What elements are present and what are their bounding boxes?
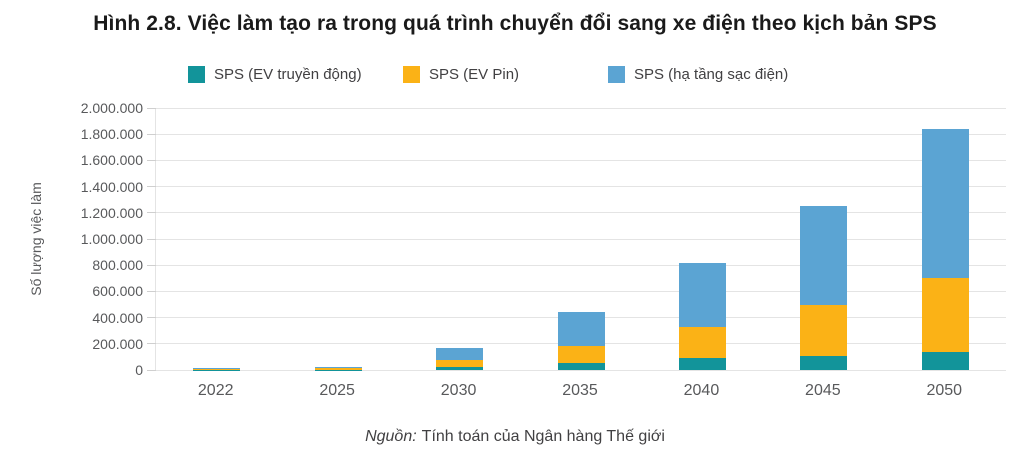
- bar-segment: [800, 206, 848, 306]
- legend-item: SPS (EV truyền động): [188, 66, 362, 83]
- y-axis-tick: [147, 186, 156, 188]
- y-axis-tick: [147, 369, 156, 371]
- bar-2025: [314, 108, 362, 370]
- bar-2030: [436, 108, 484, 370]
- chart-title: Hình 2.8. Việc làm tạo ra trong quá trìn…: [93, 12, 937, 35]
- bar-segment: [557, 312, 605, 346]
- x-axis-tick-label: 2025: [319, 382, 355, 399]
- bar-segment: [436, 347, 484, 360]
- y-axis-tick: [147, 290, 156, 292]
- x-axis-tick-label: 2045: [805, 382, 841, 399]
- y-axis-tick: [147, 107, 156, 109]
- y-axis-tick-label: 0: [135, 362, 143, 378]
- bar-segment: [557, 363, 605, 370]
- x-axis-tick-label: 2030: [440, 382, 477, 399]
- y-axis-tick-label: 1.800.000: [80, 126, 143, 143]
- legend-label: SPS (EV truyền động): [214, 66, 362, 83]
- bar-2050: [921, 108, 969, 370]
- y-axis-tick-label: 800.000: [92, 257, 143, 274]
- legend-swatch-icon: [188, 66, 205, 83]
- gridline: [156, 107, 1006, 109]
- x-axis-tick-label: 2050: [926, 382, 963, 399]
- y-axis-tick-label: 1.600.000: [80, 152, 143, 169]
- bar-segment: [921, 128, 969, 278]
- y-axis-tick-label: 600.000: [92, 283, 143, 300]
- legend-swatch-icon: [403, 66, 420, 83]
- y-axis-tick: [147, 238, 156, 240]
- y-axis-tick: [147, 264, 156, 266]
- x-axis-tick-label: 2040: [683, 382, 720, 399]
- y-axis-tick-label: 1.200.000: [80, 204, 143, 221]
- x-axis-tick-label: 2022: [197, 382, 234, 399]
- bar-2035: [557, 108, 605, 370]
- y-axis-tick: [147, 343, 156, 345]
- bar-segment: [436, 359, 484, 367]
- bar-2045: [800, 108, 848, 370]
- gridline: [156, 212, 1006, 214]
- bar-segment: [678, 327, 726, 359]
- legend-label: SPS (EV Pin): [429, 66, 520, 83]
- y-axis-tick: [147, 212, 156, 214]
- bar-segment: [436, 366, 484, 370]
- y-axis-tick-label: 200.000: [92, 335, 143, 352]
- source-prefix: Nguồn:: [365, 428, 417, 445]
- bar-segment: [314, 366, 362, 369]
- source-text: Tính toán của Ngân hàng Thế giới: [421, 428, 665, 445]
- y-axis-tick: [147, 317, 156, 319]
- source-line: Nguồn: Tính toán của Ngân hàng Thế giới: [0, 428, 1030, 446]
- plot-area: [147, 107, 1006, 371]
- bar-segment: [921, 352, 969, 370]
- y-axis-tick-label: 2.000.000: [80, 100, 143, 116]
- y-axis-tick-label: 1.400.000: [80, 178, 143, 195]
- y-axis-tick-labels: 0 200.000 400.000 600.000 800.000 1.000.000 1.…: [0, 101, 143, 377]
- legend-item: SPS (EV Pin): [403, 66, 519, 83]
- y-axis-tick-label: 400.000: [92, 309, 143, 326]
- legend-swatch-icon: [608, 66, 625, 83]
- legend-item: SPS (hạ tầng sạc điện): [608, 66, 788, 83]
- x-axis-tick-label: 2035: [562, 382, 598, 399]
- bar-segment: [921, 277, 969, 353]
- bar-segment: [193, 368, 241, 370]
- bar-segment: [557, 345, 605, 364]
- bar-segment: [800, 355, 848, 370]
- gridline: [156, 133, 1006, 135]
- x-axis-tick-labels: 2022 2025 2030 2035 2040 2045 2050: [155, 382, 1005, 404]
- gridline: [156, 264, 1006, 266]
- gridline: [156, 186, 1006, 188]
- bar-segment: [678, 262, 726, 328]
- y-axis-tick-label: 1.000.000: [80, 231, 143, 247]
- y-axis-tick: [147, 159, 156, 161]
- y-axis-tick: [147, 133, 156, 135]
- gridline: [156, 290, 1006, 292]
- gridline: [156, 159, 1006, 161]
- legend-label: SPS (hạ tầng sạc điện): [634, 66, 789, 83]
- bar-2040: [678, 108, 726, 370]
- gridline: [156, 238, 1006, 240]
- bar-segment: [678, 358, 726, 370]
- bar-segment: [800, 305, 848, 356]
- bar-segment: [314, 368, 362, 370]
- bar-2022: [193, 108, 241, 370]
- gridline: [156, 369, 1006, 371]
